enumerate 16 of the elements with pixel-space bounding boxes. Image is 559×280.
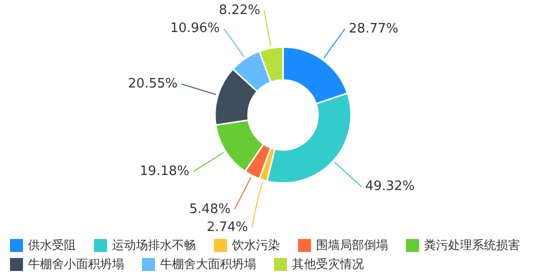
legend-label: 供水受阻 <box>27 237 76 254</box>
data-label: 10.96% <box>170 21 220 36</box>
data-label: 20.55% <box>128 76 178 92</box>
data-label: 19.18% <box>140 164 190 180</box>
legend-label: 其他受灾情况 <box>291 256 364 273</box>
data-label: 5.48% <box>189 202 231 217</box>
legend-label: 牛棚舍小面积坍塌 <box>27 256 124 273</box>
legend-label: 围墙局部倒塌 <box>315 237 388 254</box>
data-label: 49.32% <box>365 179 415 194</box>
legend-label: 运动场排水不畅 <box>111 237 196 254</box>
legend-label: 粪污处理系统损害 <box>423 237 520 254</box>
legend-label: 饮水污染 <box>231 237 280 254</box>
data-label: 28.77% <box>348 21 398 36</box>
legend-label: 牛棚舍大面积坍塌 <box>159 256 256 273</box>
data-label: 8.22% <box>218 3 260 18</box>
data-label: 2.74% <box>206 220 248 235</box>
